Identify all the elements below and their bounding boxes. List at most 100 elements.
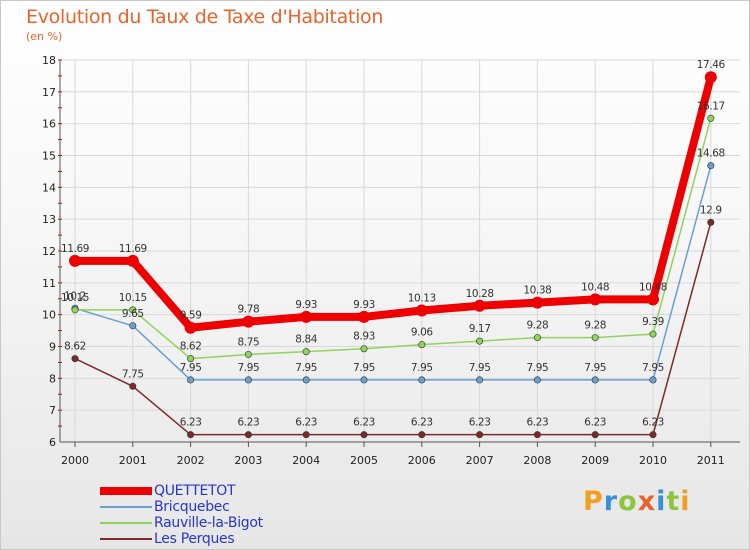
data-label: 6.23: [469, 417, 491, 429]
y-tick-label: 16: [42, 118, 56, 131]
x-tick-label: 2009: [581, 454, 609, 467]
y-tick-label: 8: [49, 372, 56, 385]
legend-label: QUETTETOT: [154, 483, 236, 499]
x-tick-label: 2004: [292, 454, 320, 467]
data-point: [647, 293, 659, 306]
y-tick-label: 18: [42, 54, 56, 67]
data-point: [244, 350, 252, 358]
data-point: [300, 310, 313, 323]
x-tick-label: 2006: [408, 454, 436, 467]
data-label: 10.15: [61, 292, 89, 304]
data-point: [704, 71, 717, 84]
y-tick-label: 12: [42, 245, 56, 258]
series-line: [74, 222, 712, 436]
brand-letter: o: [618, 486, 638, 517]
data-label: 8.84: [295, 334, 317, 346]
x-tick-label: 2003: [234, 454, 262, 467]
brand-letter: i: [680, 486, 691, 517]
data-label: 9.06: [411, 327, 433, 339]
x-tick-label: 2008: [523, 454, 551, 467]
data-label: 9.93: [295, 299, 317, 311]
y-tick-label: 10: [42, 309, 56, 322]
brand-letter: x: [637, 486, 657, 517]
data-label: 10.48: [639, 281, 667, 293]
data-point: [533, 334, 541, 342]
data-point: [418, 341, 426, 349]
data-label: 9.28: [527, 320, 549, 332]
data-label: 8.75: [238, 336, 260, 348]
series-line: [74, 165, 712, 381]
data-label: 9.65: [122, 308, 144, 320]
data-point: [126, 254, 139, 267]
y-tick-label: 7: [49, 404, 56, 417]
data-point: [187, 376, 195, 384]
y-tick-label: 6: [49, 436, 56, 449]
data-label: 9.17: [469, 323, 491, 335]
series-group: [69, 71, 717, 439]
data-label: 8.62: [64, 341, 86, 353]
data-point: [302, 376, 310, 384]
data-point: [187, 431, 195, 439]
brand-letter: P: [583, 486, 604, 517]
data-label: 7.95: [469, 362, 491, 374]
data-point: [418, 376, 426, 384]
legend-swatch: [100, 538, 152, 540]
data-point: [71, 355, 79, 363]
data-label: 10.2: [64, 290, 86, 302]
data-label: 7.95: [642, 362, 664, 374]
data-label: 6.23: [180, 417, 202, 429]
data-label: 6.23: [642, 417, 664, 429]
x-tick-label: 2007: [466, 454, 494, 467]
y-tick-label: 15: [42, 150, 56, 163]
data-label: 6.23: [353, 417, 375, 429]
x-tick-label: 2011: [697, 454, 725, 467]
data-label: 6.23: [584, 417, 606, 429]
brand-letter: r: [603, 486, 619, 517]
data-point: [71, 306, 79, 314]
data-label: 7.95: [295, 362, 317, 374]
x-tick-label: 2010: [639, 454, 667, 467]
axes: 6 7 8 9 10 11 12 13 14 15 16 17 18 2000 2001 2002 2003 20…: [42, 54, 740, 467]
data-point: [360, 431, 368, 439]
series-line: [75, 76, 715, 332]
x-tick-label: 2005: [350, 454, 378, 467]
data-label: 12.9: [700, 204, 722, 216]
data-point: [302, 431, 310, 439]
data-point: [649, 330, 657, 338]
data-point: [591, 431, 599, 439]
y-tick-label: 11: [42, 277, 56, 290]
data-label: 11.69: [119, 243, 147, 255]
y-tick-label: 14: [42, 181, 56, 194]
data-point: [302, 348, 310, 356]
y-tick-label: 9: [49, 341, 56, 354]
data-point: [591, 334, 599, 342]
data-label: 14.68: [697, 148, 725, 160]
data-label: 9.93: [353, 299, 375, 311]
data-point: [707, 114, 715, 122]
data-point: [707, 162, 715, 170]
data-label: 7.75: [122, 368, 144, 380]
data-label: 6.23: [411, 417, 433, 429]
data-point: [360, 345, 368, 353]
x-tick-label: 2002: [177, 454, 205, 467]
data-label: 8.62: [180, 341, 202, 353]
legend-swatch: [100, 487, 152, 495]
data-label: 8.93: [353, 331, 375, 343]
data-label: 6.23: [295, 417, 317, 429]
data-label: 9.59: [180, 310, 202, 322]
data-point: [360, 376, 368, 384]
data-label: 7.95: [527, 362, 549, 374]
line-chart: 6 7 8 9 10 11 12 13 14 15 16 17 18 2000 2001 2002 2003 20…: [42, 54, 740, 467]
data-label: 10.13: [408, 293, 436, 305]
data-point: [649, 431, 657, 439]
legend-label: Bricquebec: [154, 499, 230, 515]
data-label: 9.28: [584, 320, 606, 332]
data-point: [591, 376, 599, 384]
data-point: [187, 355, 195, 363]
data-point: [129, 322, 137, 330]
brand-letter: t: [666, 486, 681, 517]
data-labels: 11.69 11.69 9.59 9.78 9.93 9.93 10.13 10.28 10.3…: [61, 59, 726, 428]
data-label: 11.69: [61, 243, 89, 255]
brand-logo: Proxiti: [583, 486, 691, 517]
legend-label: Rauville-la-Bigot: [154, 515, 263, 531]
